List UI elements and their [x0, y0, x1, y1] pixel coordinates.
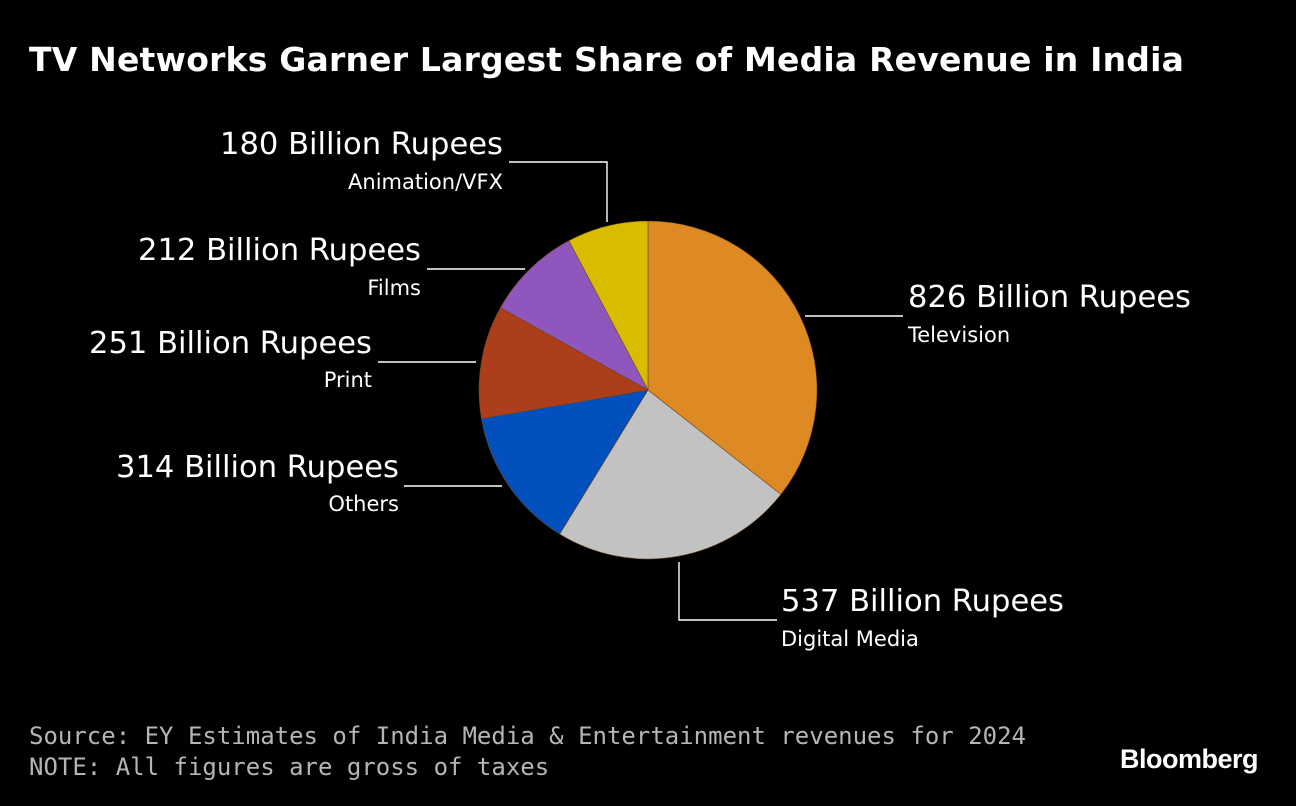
category-label-digital-media: Digital Media: [781, 627, 919, 651]
category-label-films: Films: [367, 276, 421, 300]
value-label-print: 251 Billion Rupees: [89, 326, 372, 361]
chart-footer: Source: EY Estimates of India Media & En…: [29, 721, 1026, 783]
value-label-digital-media: 537 Billion Rupees: [781, 584, 1064, 619]
category-label-television: Television: [907, 323, 1010, 347]
source-note: Source: EY Estimates of India Media & En…: [29, 722, 1026, 750]
chart-title: TV Networks Garner Largest Share of Medi…: [29, 40, 1185, 79]
value-label-television: 826 Billion Rupees: [908, 280, 1191, 315]
pie-slice-others: [481, 389, 649, 535]
category-label-animation-vfx: Animation/VFX: [348, 170, 503, 194]
bloomberg-logo: Bloomberg: [1119, 744, 1259, 774]
pie-slice-films: [500, 240, 649, 391]
leader-line-animation-vfx: [509, 161, 608, 222]
pie-slice-television: [647, 220, 818, 495]
category-label-others: Others: [328, 492, 399, 516]
pie-slice-digital-media: [559, 389, 782, 560]
taxes-note: NOTE: All figures are gross of taxes: [29, 753, 550, 781]
leader-line-digital-media: [678, 562, 777, 621]
pie-slice-print: [478, 307, 649, 420]
value-label-films: 212 Billion Rupees: [138, 233, 421, 268]
pie-slice-animation-vfx: [568, 220, 649, 391]
category-label-print: Print: [324, 368, 372, 392]
value-label-others: 314 Billion Rupees: [116, 450, 399, 485]
value-label-animation-vfx: 180 Billion Rupees: [220, 127, 503, 162]
